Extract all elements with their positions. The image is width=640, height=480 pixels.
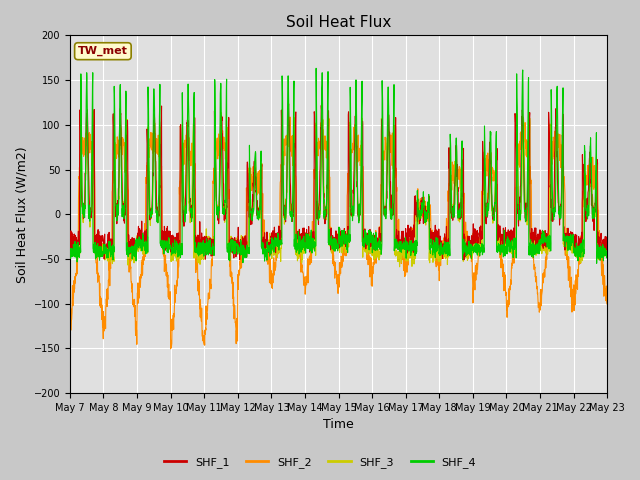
Y-axis label: Soil Heat Flux (W/m2): Soil Heat Flux (W/m2) (15, 146, 28, 283)
X-axis label: Time: Time (323, 419, 354, 432)
Title: Soil Heat Flux: Soil Heat Flux (286, 15, 391, 30)
Text: TW_met: TW_met (78, 46, 128, 56)
Legend: SHF_1, SHF_2, SHF_3, SHF_4: SHF_1, SHF_2, SHF_3, SHF_4 (159, 452, 481, 472)
